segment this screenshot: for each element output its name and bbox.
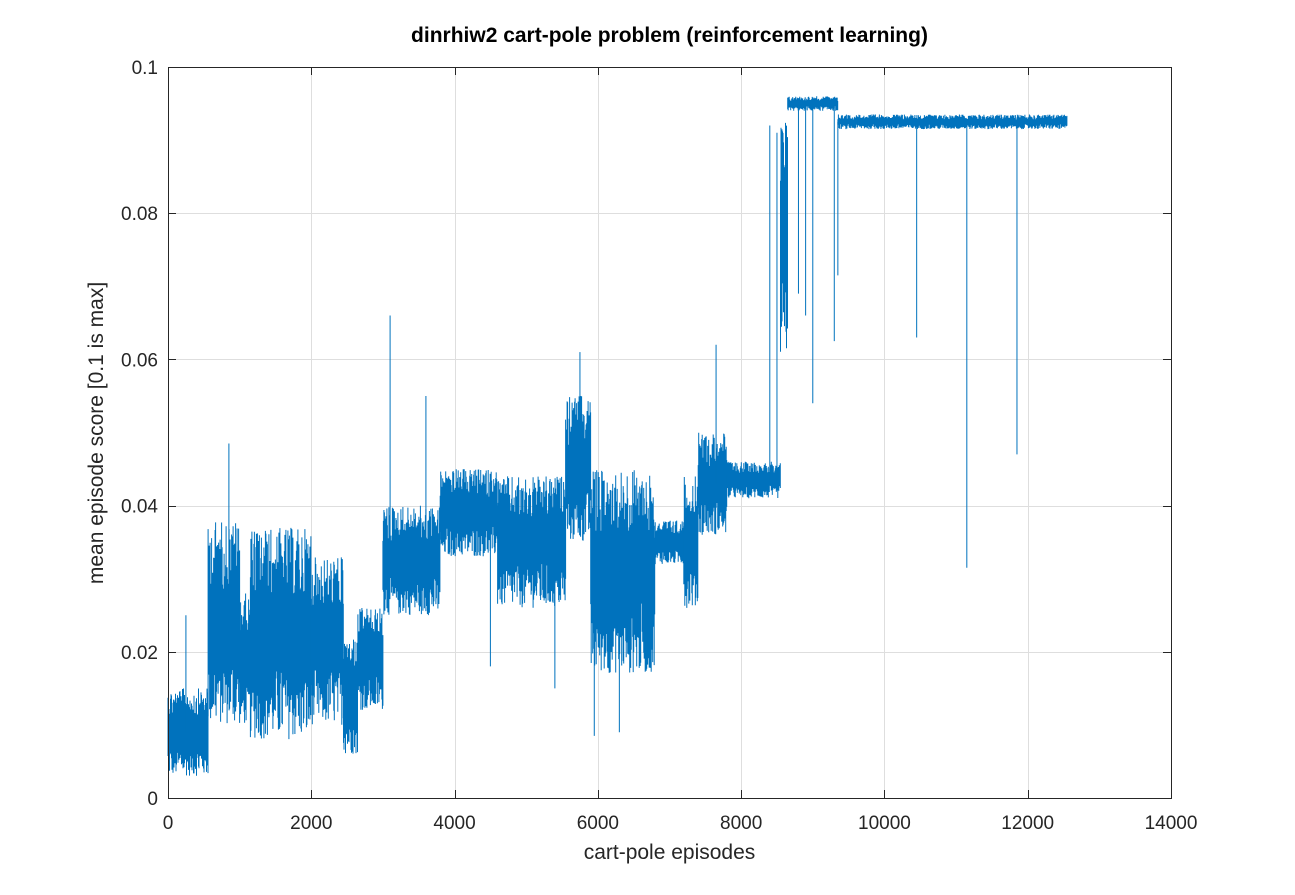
series-segment — [207, 522, 241, 724]
series-segment — [697, 432, 728, 535]
x-tick-label: 4000 — [433, 813, 475, 834]
y-tick-label: 0.04 — [121, 497, 158, 518]
plot-area — [167, 96, 1068, 776]
x-tick-label: 6000 — [577, 813, 619, 834]
series-segment — [167, 688, 209, 776]
series-segment — [837, 114, 1068, 130]
series-segment — [249, 527, 312, 740]
y-axis-label: mean episode score [0.1 is max] — [85, 282, 108, 584]
x-tick-label: 8000 — [720, 813, 762, 834]
series-segment — [683, 476, 699, 608]
x-tick-label: 0 — [163, 813, 174, 834]
y-tick-label: 0.08 — [121, 204, 158, 225]
y-tick-label: 0 — [147, 789, 158, 810]
series-segment — [497, 476, 567, 608]
x-tick-label: 14000 — [1145, 813, 1198, 834]
x-tick-label: 10000 — [858, 813, 911, 834]
series-segment — [439, 469, 498, 557]
x-tick-label: 12000 — [1001, 813, 1054, 834]
ticks: 0 2000 4000 6000 8000 10000 12000 14000 0 0.02 0.0… — [121, 58, 1197, 834]
series-segment — [382, 505, 441, 616]
series-segment — [239, 593, 251, 723]
series-segment — [780, 122, 788, 352]
series-segment — [310, 557, 344, 725]
x-axis-label: cart-pole episodes — [584, 841, 756, 864]
chart-title: dinrhiw2 cart-pole problem (reinforcemen… — [411, 24, 928, 47]
series-segment — [343, 639, 358, 754]
series-segment — [565, 396, 592, 541]
y-tick-label: 0.06 — [121, 350, 158, 371]
series-segment — [590, 470, 656, 673]
series-segment — [654, 520, 685, 565]
x-tick-label: 2000 — [290, 813, 332, 834]
y-tick-label: 0.02 — [121, 643, 158, 664]
axes-frame — [168, 67, 1172, 799]
y-tick-label: 0.1 — [132, 58, 158, 79]
series-segment — [726, 461, 781, 499]
series-segment — [357, 608, 384, 710]
